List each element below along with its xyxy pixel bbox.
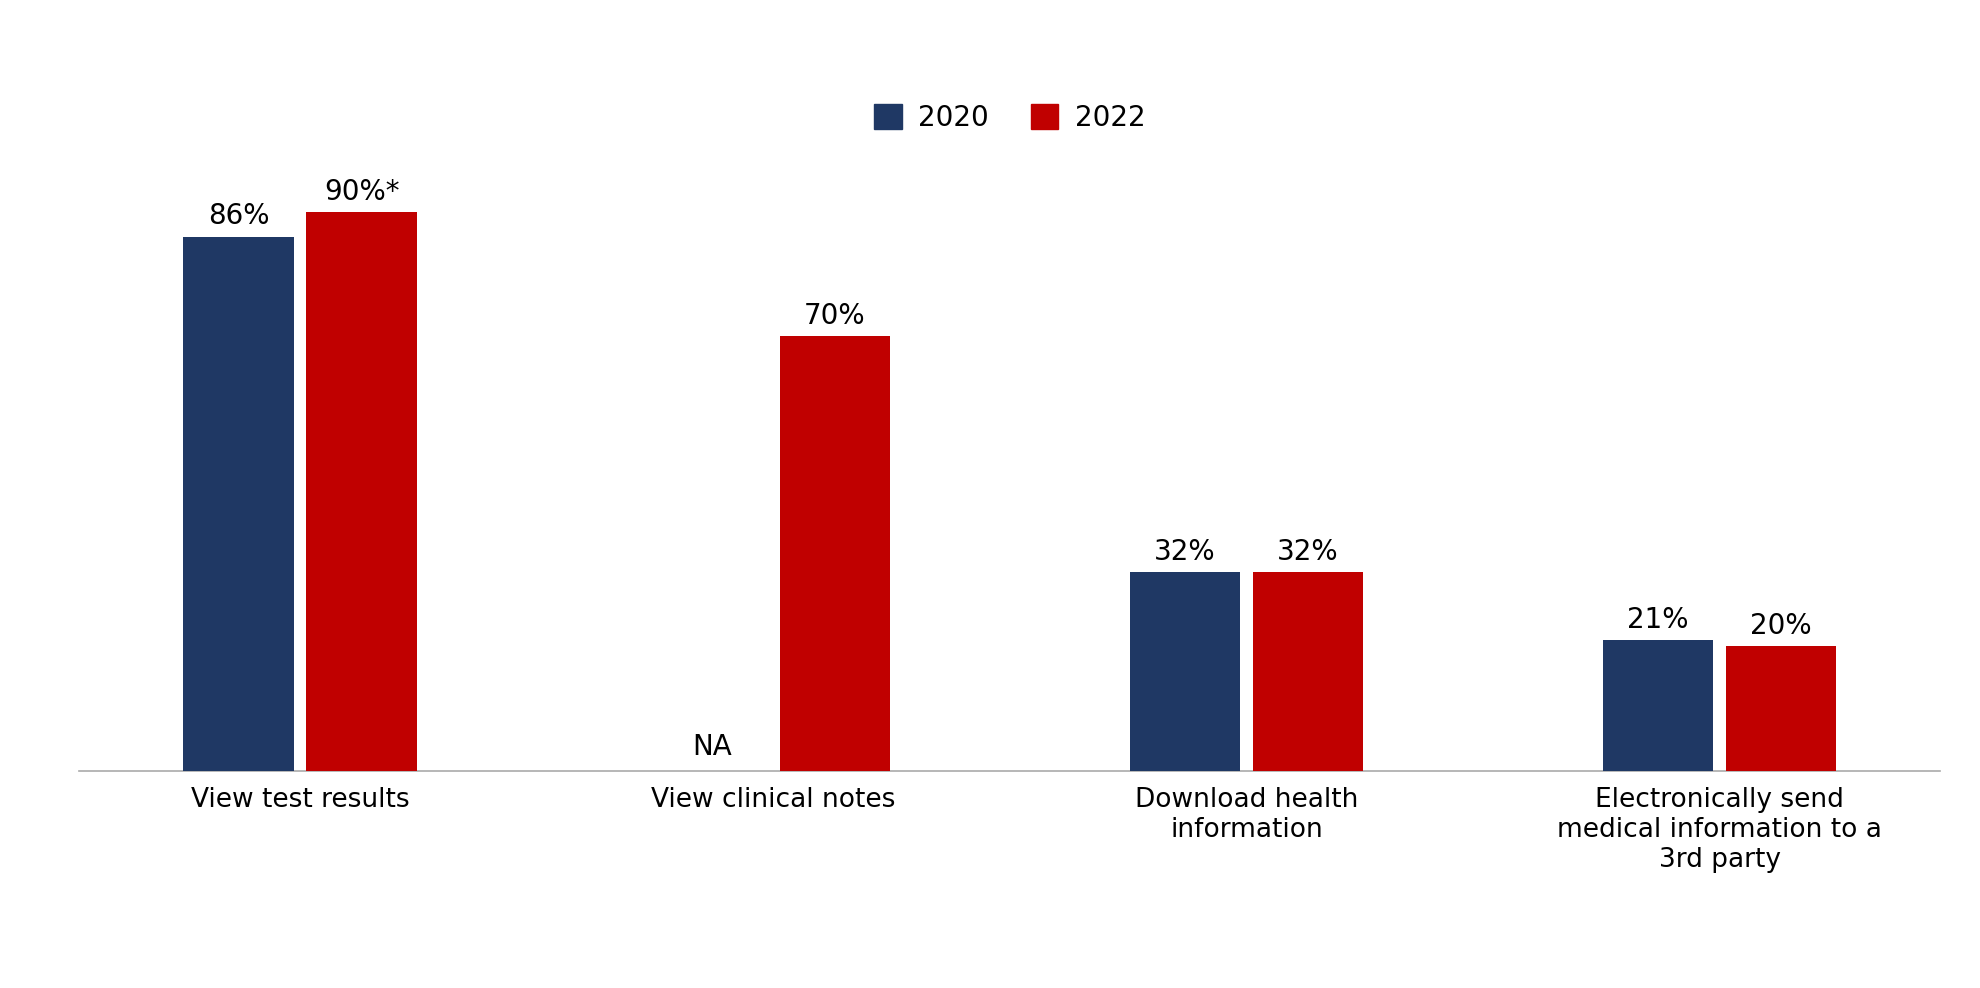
Text: 90%*: 90%* <box>325 178 400 206</box>
Text: 20%: 20% <box>1750 613 1812 640</box>
Bar <box>1604 640 1713 771</box>
Text: 21%: 21% <box>1628 606 1689 634</box>
Bar <box>1131 572 1239 771</box>
Text: 70%: 70% <box>804 301 865 330</box>
Legend: 2020, 2022: 2020, 2022 <box>863 93 1156 143</box>
Text: NA: NA <box>691 733 731 762</box>
Bar <box>780 336 889 771</box>
Bar <box>1253 572 1362 771</box>
Text: 32%: 32% <box>1154 537 1216 566</box>
Text: 32%: 32% <box>1277 537 1338 566</box>
Bar <box>184 236 293 771</box>
Text: 86%: 86% <box>208 203 269 230</box>
Bar <box>1727 646 1835 771</box>
Bar <box>307 211 416 771</box>
